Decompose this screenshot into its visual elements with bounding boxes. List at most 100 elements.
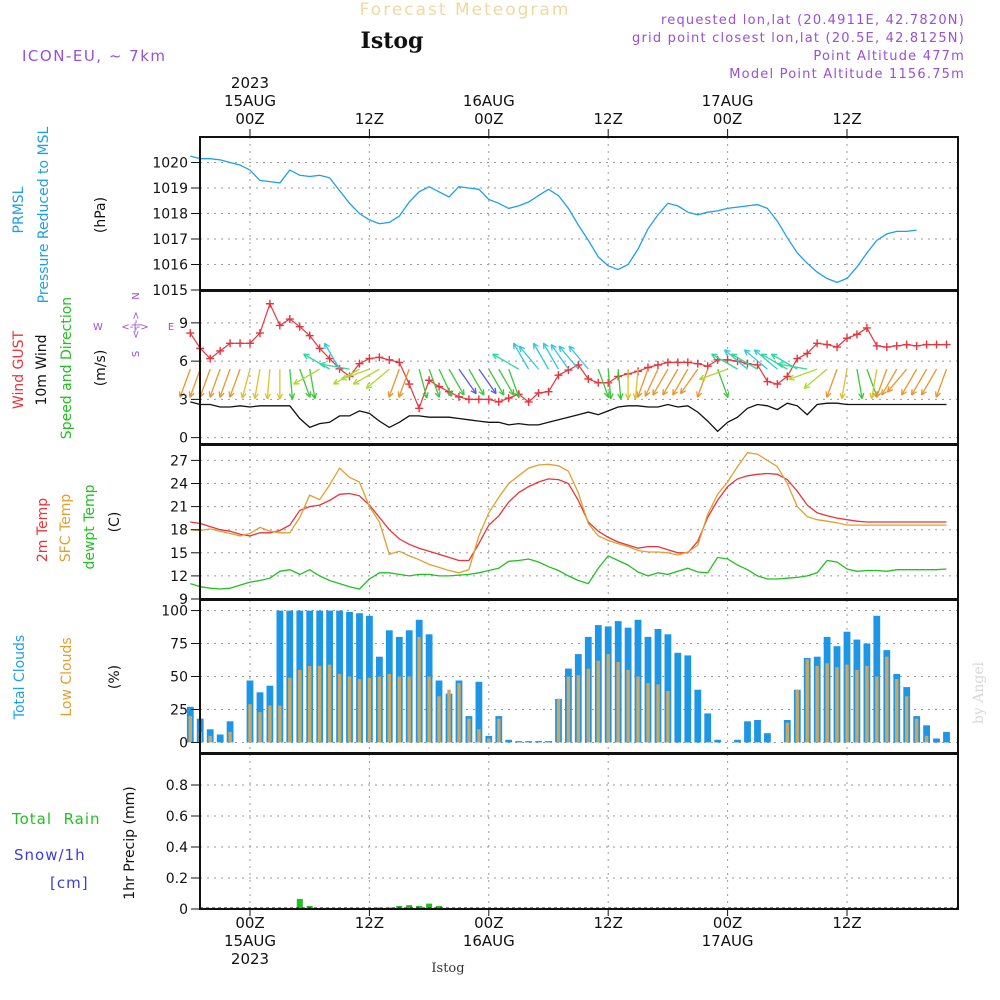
wind-arrow-head: [293, 378, 300, 385]
wind-gust-label: Wind GUST: [11, 330, 27, 409]
wind-arrow: [881, 368, 898, 396]
bar-total-clouds: [764, 733, 771, 743]
ytick-label-precip: 0.4: [166, 840, 188, 856]
xtick-label-top: 17AUG: [702, 92, 754, 110]
ytick-label-precip: 0.2: [166, 871, 188, 887]
wind-arrow-head: [218, 391, 225, 398]
wind-arrow-head: [305, 391, 312, 398]
xtick-label-bottom: 00Z: [713, 914, 742, 932]
gust-marker: [932, 340, 941, 349]
wind-arrow-head: [492, 353, 499, 360]
pressure-label-2: Pressure Reduced to MSL: [36, 126, 52, 303]
wind-arrow-head: [303, 353, 310, 360]
ytick-label-temp: 27: [170, 453, 188, 469]
wind-arrow-shaft: [532, 342, 550, 370]
bar-rain: [396, 905, 403, 909]
wind-arrow-shaft: [699, 368, 728, 380]
ytick-label-clouds: 0: [179, 735, 188, 751]
wind-10m-label: 10m Wind: [34, 334, 50, 405]
gust-marker: [813, 339, 822, 348]
wind-arrow: [303, 353, 330, 370]
wind-arrow: [387, 368, 400, 398]
wind-arrow-head: [788, 374, 795, 381]
bar-total-clouds: [475, 681, 483, 743]
ytick-label-pressure: 1019: [152, 181, 188, 197]
gust-marker: [783, 372, 792, 381]
wind-arrow-shaft: [911, 368, 928, 396]
ytick-label-pressure: 1020: [152, 156, 188, 172]
gust-marker: [942, 340, 951, 349]
wind-arrow-head: [208, 391, 215, 398]
wind-arrow-head: [617, 393, 624, 400]
bar-low-clouds: [188, 716, 192, 743]
wind-arrow-shaft: [458, 368, 477, 395]
wind-arrow-shaft: [266, 369, 271, 400]
wind-arrow-shaft: [492, 353, 519, 370]
wind-arrow-head: [607, 393, 614, 400]
bar-total-clouds: [754, 720, 761, 743]
gust-marker: [484, 395, 493, 404]
wind-arrow-head: [803, 382, 811, 390]
wind-arrow-head: [770, 353, 778, 360]
wind-arrow-shaft: [935, 368, 948, 398]
wind-arrow-head: [434, 391, 441, 398]
gust-marker: [892, 341, 901, 350]
xtick-label-bottom: 12Z: [832, 914, 861, 932]
bar-low-clouds: [865, 665, 869, 743]
bar-low-clouds: [845, 664, 849, 743]
wind-arrow-shaft: [219, 368, 231, 398]
wind-arrow-shaft: [319, 363, 350, 370]
wind-arrow-head: [723, 349, 731, 356]
wind-arrow: [365, 368, 390, 390]
wind-arrow-shaft: [299, 368, 311, 398]
gust-marker: [295, 322, 304, 331]
wind-arrow-head: [825, 391, 832, 398]
wind-arrow: [264, 369, 271, 400]
wind-arrow-shaft: [398, 368, 410, 398]
model-altitude: Model Point Altitude 1156.75m: [729, 67, 965, 82]
bar-rain: [406, 905, 413, 909]
bar-low-clouds: [298, 669, 302, 743]
compass-rose: W <-|-> E <-|-> N S: [93, 292, 174, 357]
bar-total-clouds: [356, 613, 363, 743]
wind-arrow-shaft: [293, 368, 320, 385]
precip-unit: 1hr Precip (mm): [122, 786, 138, 899]
wind-arrow: [218, 368, 231, 398]
wind-arrow: [319, 361, 350, 370]
wind-arrow-shaft: [597, 368, 610, 398]
wind-arrow-shaft: [323, 342, 341, 370]
wind-arrow-shaft: [760, 353, 788, 370]
wind-arrow-shaft: [438, 368, 453, 397]
axes-layer: 1015 1016 1017 1018 1019 1020 0 3 6 9 9 12 15 18 21 24 2…: [152, 74, 861, 968]
wind-arrow-head: [264, 393, 271, 400]
frame-precip: [199, 753, 959, 910]
wind-arrow-shaft: [724, 349, 748, 370]
gust-marker: [405, 380, 414, 389]
wind-arrow-head: [875, 391, 882, 398]
wind-arrow: [636, 368, 649, 398]
bar-low-clouds: [437, 696, 441, 743]
wind-arrow: [508, 368, 521, 398]
bar-low-clouds: [805, 659, 809, 743]
wind-arrow-head: [352, 378, 360, 385]
wind-arrow: [730, 353, 758, 370]
wind-arrow-shaft: [881, 368, 898, 396]
xtick-label-top: 12Z: [594, 110, 623, 128]
compass-arrow-h: <-|->: [121, 322, 148, 333]
ytick-label-wind: 6: [179, 354, 188, 370]
wind-arrow: [512, 342, 530, 370]
ytick-label-clouds: 75: [170, 637, 188, 653]
wind-arrow-shaft: [468, 368, 485, 396]
wind-arrow: [760, 353, 788, 370]
wind-arrow-shaft: [871, 369, 878, 399]
model-label: ICON-EU, ~ 7km: [22, 47, 167, 65]
gust-marker: [464, 395, 473, 404]
precip-snow-label: Snow/1h: [14, 846, 86, 864]
wind-arrow-shaft: [488, 368, 505, 396]
gust-marker: [206, 354, 215, 363]
wind-arrow-head: [910, 389, 917, 396]
wind-arrow-head: [532, 342, 539, 350]
gust-marker: [763, 377, 772, 386]
wind-arrow-head: [901, 389, 907, 396]
